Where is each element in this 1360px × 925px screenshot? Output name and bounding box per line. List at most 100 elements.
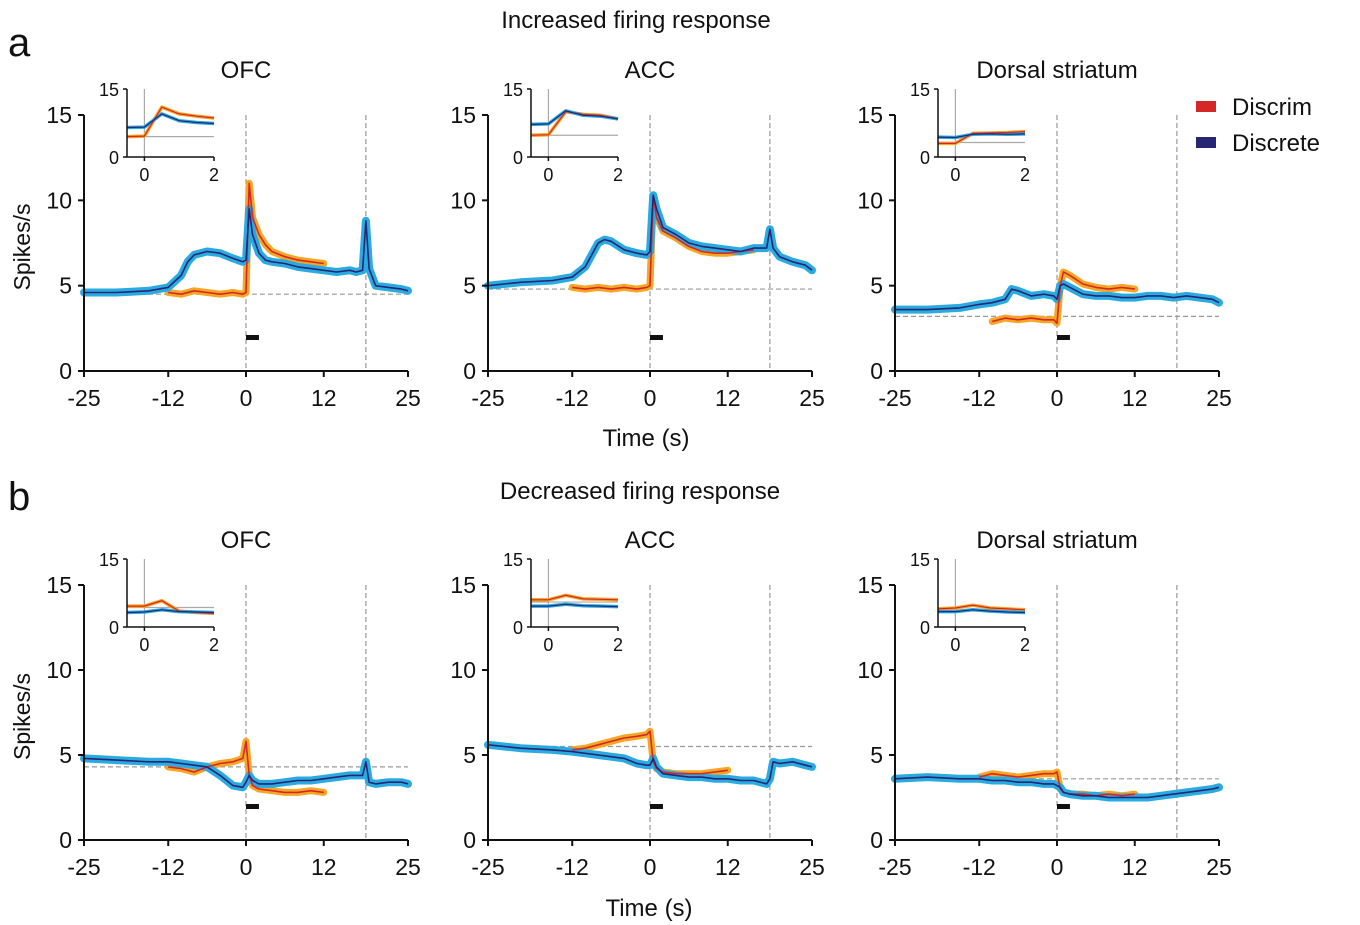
time-window-bar — [1057, 335, 1070, 340]
y-tick-label: 15 — [857, 572, 883, 598]
chart-a-1: ACC 0 5 10 15 -25 -12 0 12 25 0 15 0 2 — [450, 57, 824, 411]
chart-title: OFC — [221, 57, 272, 84]
panel-letter-b: b — [8, 475, 30, 519]
chart-b-1: ACC 0 5 10 15 -25 -12 0 12 25 0 15 0 2 — [450, 527, 824, 880]
inset-line-discrim — [531, 594, 619, 601]
y-tick-label: 0 — [463, 358, 476, 384]
inset-y-tick-label: 0 — [513, 148, 523, 168]
inset-x-tick-label: 2 — [209, 165, 219, 185]
inset-y-tick-label: 15 — [99, 550, 119, 570]
inset-y-tick-label: 15 — [910, 80, 930, 100]
y-tick-label: 5 — [59, 273, 72, 299]
x-tick-label: -25 — [67, 385, 100, 411]
series-line-discrete — [83, 757, 409, 789]
y-tick-label: 0 — [463, 827, 476, 853]
inset-y-tick-label: 15 — [503, 550, 523, 570]
x-tick-label: -12 — [556, 854, 589, 880]
inset-x-tick-label: 2 — [613, 165, 623, 185]
x-tick-label: 25 — [395, 854, 421, 880]
time-window-bar — [246, 335, 259, 340]
chart-b-0: OFC Spikes/s 0 5 10 15 -25 -12 0 12 25 0 15 0 2 — [9, 527, 421, 880]
inset-line-discrete — [126, 609, 215, 614]
inset-y-tick-label: 0 — [109, 148, 119, 168]
inset-line-discrete — [530, 110, 619, 125]
x-tick-label: 12 — [311, 854, 337, 880]
x-tick-label: 0 — [644, 854, 657, 880]
inset-x-tick-label: 2 — [1020, 635, 1030, 655]
x-tick-label: 25 — [799, 854, 825, 880]
x-tick-label: -25 — [878, 854, 911, 880]
legend-swatch-discrim — [1196, 101, 1216, 112]
series-line-discrim — [572, 196, 754, 290]
chart-a-0: OFC Spikes/s 0 5 10 15 -25 -12 0 12 25 0 15 0 2 — [9, 57, 421, 411]
x-tick-label: 0 — [240, 385, 253, 411]
y-tick-label: 10 — [857, 187, 883, 213]
x-tick-label: -12 — [152, 854, 185, 880]
series-line-discrim — [572, 730, 728, 775]
x-tick-label: -25 — [67, 854, 100, 880]
inset-line-discrim — [937, 604, 1026, 611]
x-tick-label: 12 — [715, 385, 741, 411]
inset-x-tick-label: 0 — [543, 165, 553, 185]
y-tick-label: 15 — [450, 572, 476, 598]
y-tick-label: 5 — [59, 742, 72, 768]
inset-x-tick-label: 2 — [613, 635, 623, 655]
inset-y-tick-label: 15 — [503, 80, 523, 100]
inset-x-tick-label: 0 — [950, 635, 960, 655]
y-tick-label: 0 — [870, 358, 883, 384]
x-tick-label: 0 — [240, 854, 253, 880]
y-axis-label: Spikes/s — [9, 204, 35, 291]
y-tick-label: 15 — [450, 102, 476, 128]
series-line-discrete — [487, 744, 813, 785]
y-tick-label: 5 — [870, 273, 883, 299]
x-tick-label: -25 — [471, 385, 504, 411]
inset-chart: 0 15 0 2 — [503, 550, 623, 655]
inset-background — [531, 559, 618, 627]
x-tick-label: 25 — [1206, 854, 1232, 880]
inset-x-tick-label: 0 — [139, 635, 149, 655]
inset-chart: 0 15 0 2 — [503, 80, 623, 185]
y-tick-label: 0 — [59, 358, 72, 384]
x-tick-label: 0 — [1051, 854, 1064, 880]
y-tick-label: 15 — [46, 102, 72, 128]
x-tick-label: 12 — [715, 854, 741, 880]
x-tick-label: 25 — [799, 385, 825, 411]
y-tick-label: 0 — [870, 827, 883, 853]
y-tick-label: 15 — [857, 102, 883, 128]
inset-line-discrete — [126, 113, 215, 129]
y-tick-label: 10 — [450, 657, 476, 683]
series-line-discrete — [894, 776, 1220, 799]
series-line-discrim — [168, 740, 324, 794]
x-tick-label: 25 — [395, 385, 421, 411]
chart-a-2: Dorsal striatum 0 5 10 15 -25 -12 0 12 25 0 15 0 2 — [857, 57, 1231, 411]
inset-x-tick-label: 0 — [139, 165, 149, 185]
y-tick-label: 10 — [450, 187, 476, 213]
inset-x-tick-label: 0 — [543, 635, 553, 655]
chart-b-2: Dorsal striatum 0 5 10 15 -25 -12 0 12 25 0 15 0 2 — [857, 527, 1231, 880]
inset-line-discrim — [938, 131, 1026, 144]
y-tick-label: 10 — [857, 657, 883, 683]
series-line-discrim — [168, 182, 324, 295]
x-tick-label: -25 — [471, 854, 504, 880]
x-tick-label: -12 — [963, 385, 996, 411]
y-tick-label: 0 — [59, 827, 72, 853]
chart-title: ACC — [625, 57, 676, 84]
legend-label-discrim: Discrim — [1232, 94, 1312, 121]
inset-background — [938, 89, 1025, 157]
series-line-discrete — [895, 283, 1220, 311]
inset-line-discrim — [126, 106, 215, 138]
x-tick-label: 12 — [311, 385, 337, 411]
inset-line-discrete — [938, 609, 1026, 614]
time-window-bar — [650, 335, 663, 340]
inset-y-tick-label: 15 — [910, 550, 930, 570]
inset-y-tick-label: 0 — [109, 618, 119, 638]
panel-letter-a: a — [8, 21, 31, 65]
x-tick-label: 0 — [644, 385, 657, 411]
x-tick-label: -25 — [878, 385, 911, 411]
inset-background — [938, 559, 1025, 627]
x-tick-label: -12 — [556, 385, 589, 411]
chart-title: Dorsal striatum — [976, 527, 1137, 554]
series-line-discrete — [84, 208, 409, 294]
x-tick-label: 12 — [1122, 385, 1148, 411]
